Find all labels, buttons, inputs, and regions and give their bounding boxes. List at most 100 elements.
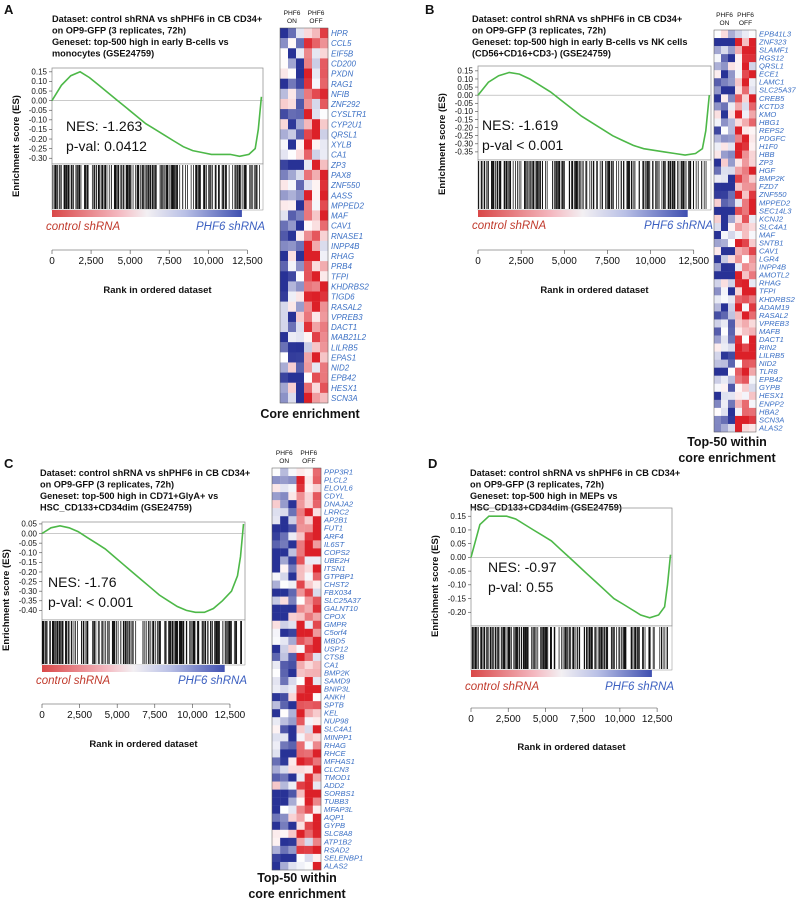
heatmap-cell [749,142,757,151]
heatmap-cell [272,660,281,670]
heatmap-cell [742,263,750,272]
heatmap-cell [280,532,289,541]
heatmap-cell [288,829,297,839]
heatmap-cell [320,291,329,302]
rank-gradient [52,210,242,217]
y-axis-label: Enrichment score (ES) [437,93,448,195]
y-tick-label: -0.15 [29,125,48,134]
heatmap-cell [735,367,743,376]
gene-label: HESX1 [331,384,357,393]
x-axis-label: Rank in ordered dataset [103,285,212,296]
heatmap-cell [312,220,321,231]
heatmap-cell [312,612,322,621]
heatmap-cell [320,301,329,312]
heatmap-cell [721,399,729,409]
heatmap-cell [288,837,297,847]
heatmap-cell [312,741,322,750]
heatmap-cell [272,757,281,766]
heatmap-cell [280,757,289,766]
gene-label: ECE1 [759,70,779,79]
heatmap-cell [288,492,297,501]
gene-label: SORBS1 [324,789,355,798]
heatmap-cell [288,210,297,221]
heatmap-cell [312,572,322,581]
es-line [470,515,672,619]
gene-label: FUT1 [324,524,343,533]
gene-label: RASAL2 [331,303,362,312]
heatmap-cell [296,741,305,750]
heatmap-cell [296,68,305,79]
heatmap-cell [735,255,743,264]
heatmap-cell [288,484,297,493]
gene-label: QRSL1 [331,130,357,139]
gene-label: EPB42 [331,374,356,383]
y-tick-label: -0.25 [19,577,38,586]
heatmap-cell [288,628,297,638]
heatmap-cell [288,220,297,231]
heatmap-cell [714,415,722,425]
control-shrna-label: control shRNA [36,675,110,687]
heatmap-cell [304,580,314,589]
heatmap-cell [735,158,743,167]
gene-label: ALAS2 [323,861,348,870]
heatmap-cell [296,392,305,404]
panel-letter: C [4,456,14,471]
heatmap-cell [304,58,313,69]
heatmap-cell [288,797,297,806]
heatmap-cell [296,813,305,822]
heatmap-cell [304,829,314,839]
x-tick-label: 0 [475,256,481,267]
heatmap-cell [728,38,736,47]
heatmap-cell [742,375,750,384]
x-axis-label: Rank in ordered dataset [89,739,198,750]
heatmap-cell [320,139,329,150]
x-axis-label: Rank in ordered dataset [517,742,626,753]
heatmap-cell [312,291,321,302]
gene-label: HBB [759,150,775,159]
y-axis-label: Enrichment score (ES) [11,95,22,197]
heatmap-cell [296,362,305,373]
heatmap-cell [735,94,743,103]
dataset-title-line: Geneset: top-500 high in early B-cells v… [52,37,229,47]
heatmap-cell [312,311,321,323]
heatmap-cell [312,677,322,686]
heatmap-cell [304,773,314,782]
heatmap-cell [312,588,322,597]
heatmap-cell [304,372,313,383]
heatmap-cell [735,54,743,63]
gene-label: CYSLTR1 [331,110,366,119]
heatmap-cell [749,126,757,135]
heatmap-cell [749,319,757,328]
heatmap-cell [735,399,743,409]
gene-label: PPP3R1 [324,467,353,476]
heatmap-cell [304,392,313,404]
heatmap-cell [320,190,329,201]
y-tick-label: -0.05 [455,99,474,108]
gene-label: HESX1 [759,391,784,400]
heatmap-cell [312,797,322,806]
heatmap-cell [728,279,736,288]
heatmap-cell [320,200,329,211]
heatmap-cell [296,540,305,549]
heatmap-cell [296,596,305,605]
heatmap-cell [280,271,289,282]
heatmap-cell [280,741,289,750]
heatmap-cell [288,701,297,710]
heatmap-cell [728,343,736,352]
y-tick-label: -0.15 [19,558,38,567]
heatmap-cell [742,247,750,256]
heatmap-cell [742,94,750,103]
heatmap-cell [320,58,329,69]
heatmap-cell [728,206,736,216]
y-tick-label: -0.25 [29,144,48,153]
heatmap-cell [749,399,757,409]
gene-label: RHCE [324,749,346,758]
heatmap-cell [288,620,297,629]
gene-label: FZD7 [759,182,779,191]
gene-label: ATP1B2 [323,837,352,846]
heatmap-cell [280,789,289,798]
heatmap-cell [272,572,281,581]
x-tick-label: 2,500 [496,714,521,725]
heatmap-cell [728,190,736,200]
heatmap-cell [735,134,743,143]
